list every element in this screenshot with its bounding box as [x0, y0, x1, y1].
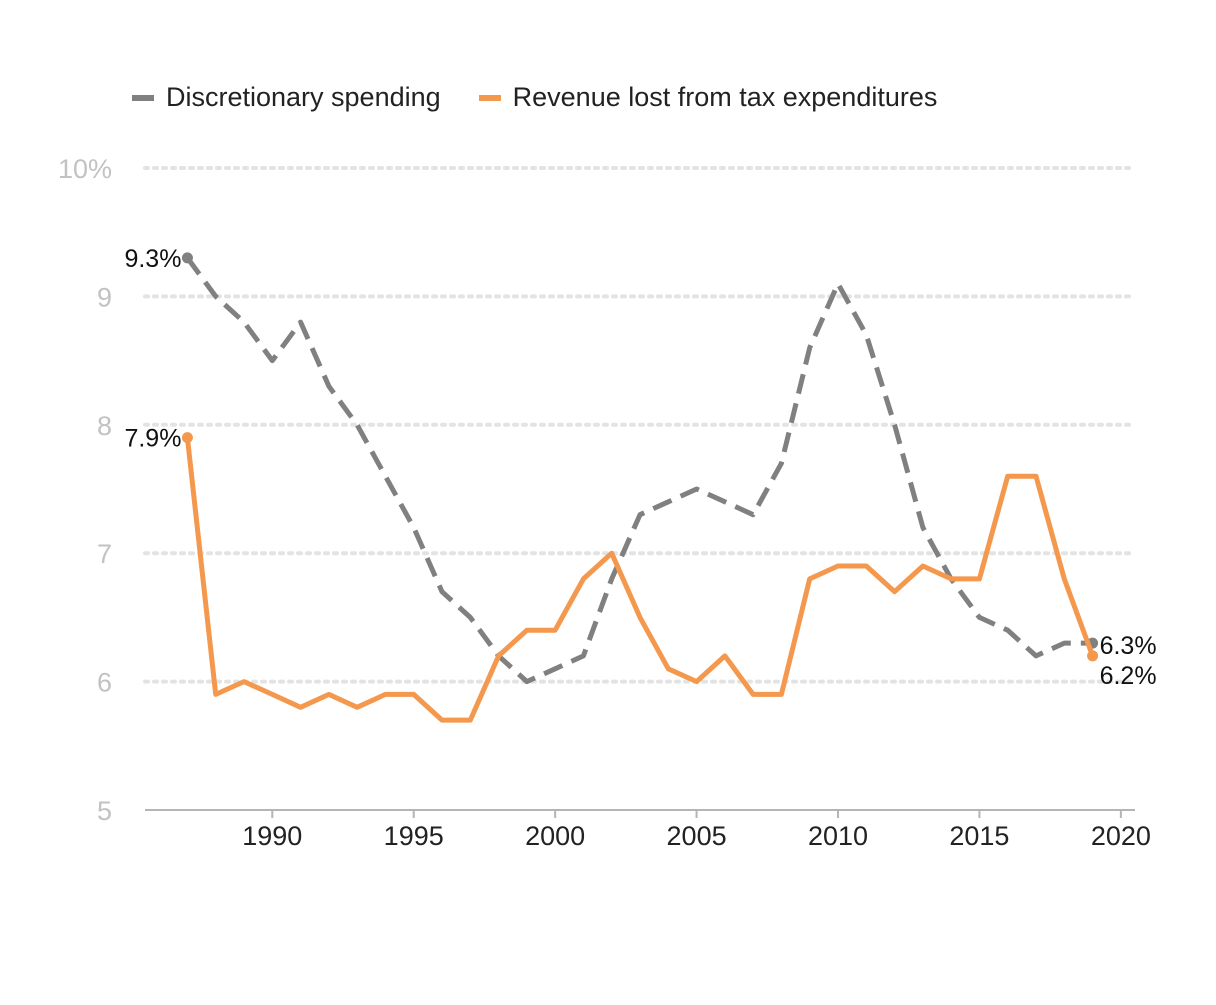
y-tick-label-7: 7	[97, 539, 112, 569]
start-point-tax-expenditures	[181, 432, 193, 444]
legend-swatch-discretionary-spending	[132, 94, 154, 101]
y-tick-label-6: 6	[97, 668, 112, 698]
x-tick-label-2010: 2010	[808, 821, 868, 851]
y-tick-label-9: 9	[97, 282, 112, 312]
legend: Discretionary spending Revenue lost from…	[132, 82, 975, 113]
y-tick-label-8: 8	[97, 411, 112, 441]
x-axis: 1990 1995 2000 2005 2010 2015 2020	[145, 809, 1151, 851]
x-tick-label-2005: 2005	[667, 821, 727, 851]
legend-label-tax-expenditures: Revenue lost from tax expenditures	[512, 82, 938, 112]
legend-item-discretionary-spending: Discretionary spending	[132, 82, 441, 113]
end-point-tax-expenditures	[1087, 650, 1099, 662]
y-axis-ticks: 5 6 7 8 9 10%	[58, 154, 112, 826]
series-line-tax-expenditures	[184, 437, 1095, 723]
end-label-tax-expenditures: 6.2%	[1100, 662, 1157, 690]
end-label-discretionary-spending: 6.3%	[1100, 632, 1157, 660]
y-tick-label-10: 10%	[58, 154, 112, 184]
x-tick-label-2020: 2020	[1091, 821, 1151, 851]
start-label-discretionary-spending: 9.3%	[124, 245, 181, 273]
legend-swatch-tax-expenditures	[478, 94, 501, 101]
x-tick-label-2015: 2015	[949, 821, 1009, 851]
legend-label-discretionary-spending: Discretionary spending	[166, 82, 441, 112]
start-label-tax-expenditures: 7.9%	[124, 425, 181, 453]
x-tick-label-1995: 1995	[384, 821, 444, 851]
grid-lines	[143, 166, 1137, 684]
y-tick-label-5: 5	[97, 796, 112, 826]
x-tick-label-1990: 1990	[242, 821, 302, 851]
legend-item-tax-expenditures: Revenue lost from tax expenditures	[478, 82, 938, 113]
series-line-discretionary-spending	[185, 256, 1093, 685]
x-tick-label-2000: 2000	[525, 821, 585, 851]
end-labels: 9.3% 6.3% 7.9% 6.2%	[124, 245, 1156, 690]
start-point-discretionary-spending	[181, 252, 193, 264]
series-lines	[181, 252, 1099, 723]
